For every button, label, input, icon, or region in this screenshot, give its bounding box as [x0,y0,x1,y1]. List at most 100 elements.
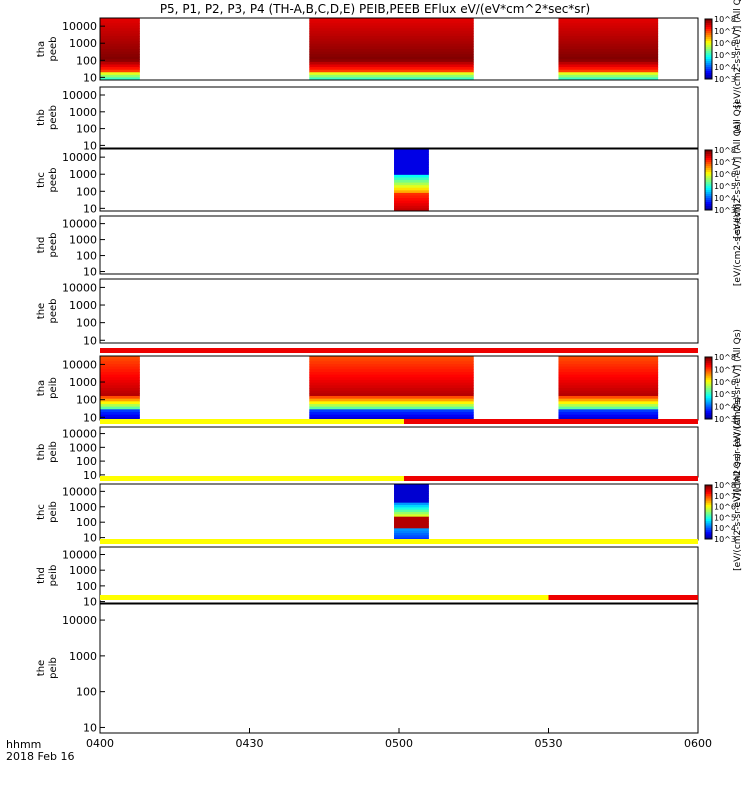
spectrogram-cell-5-1-16 [309,398,474,402]
colorbar-cell-5-13 [705,383,712,387]
colorbar-tick-label-7-2: 10^5 [714,513,736,522]
y-tick-label-5-1: 100 [76,394,97,407]
spectrogram-cell-0-2-22 [558,74,659,78]
y-tick-label-9-1: 100 [76,686,97,699]
panel-label-probe-3: thd [36,237,47,254]
spectrogram-cell-0-2-9 [558,41,659,45]
colorbar-cell-5-6 [705,369,712,372]
colorbar-cell-5-14 [705,385,712,389]
colorbar-cell-5-27 [705,412,712,416]
colorbar-cell-7-2 [705,488,712,491]
spectrogram-cell-5-2-17 [558,401,659,405]
spectrogram-cell-0-1-14 [309,54,474,58]
spectrogram-cell-5-0-4 [100,366,140,370]
colorbar-tick-label-7-0: 10^3 [714,535,736,544]
colorbar-cell-5-0 [705,357,712,360]
spectrogram-cell-2-0-17 [394,192,429,196]
colorbar-cell-0-17 [705,53,712,56]
spectrogram-cell-5-2-19 [558,406,659,410]
colorbar-cell-5-1 [705,359,712,362]
y-tick-label-9-3: 10000 [62,614,97,627]
colorbar-cell-7-18 [705,517,712,520]
colorbar-tick-label-0-2: 10^5 [714,51,736,60]
spectrogram-cell-5-1-22 [309,414,474,418]
panel-frame-2 [99,148,699,212]
spectrogram-cell-5-1-0 [309,356,474,360]
y-tick-label-8-2: 1000 [69,564,97,577]
colorbar-cell-5-4 [705,365,712,368]
colorbar-cell-2-12 [705,174,712,177]
y-tick-label-3-3: 10000 [62,218,97,231]
spectrogram-cell-0-1-3 [309,25,474,29]
colorbar-cell-7-26 [705,531,712,535]
spectrogram-cell-0-1-5 [309,30,474,34]
spectrogram-cell-7-0-6 [394,498,429,501]
quality-bar-segment-5-0 [100,348,698,353]
colorbar-cell-5-16 [705,390,712,393]
y-tick-label-2-0: 10 [83,202,97,215]
spectrogram-cell-5-1-18 [309,404,474,408]
spectrogram-cell-7-0-18 [394,526,429,529]
colorbar-cell-0-22 [705,63,712,66]
y-tick-label-0-3: 10000 [62,20,97,33]
spectrogram-cell-0-2-6 [558,33,659,37]
spectrogram-cell-7-0-15 [394,519,429,522]
x-tick-label-2: 0500 [385,737,413,750]
colorbar-cell-0-20 [705,59,712,62]
spectrogram-cell-0-2-16 [558,59,659,63]
spectrogram-cell-5-0-10 [100,382,140,386]
spectrogram-cell-2-0-0 [394,149,429,153]
colorbar-cell-0-15 [705,49,712,52]
spectrogram-cell-0-0-3 [100,25,140,29]
colorbar-cell-5-26 [705,410,712,414]
spectrogram-cell-0-0-2 [100,23,140,27]
colorbar-cell-0-28 [705,75,712,78]
panel-label-probe-1: thb [36,109,47,126]
spectrogram-cell-0-1-22 [309,74,474,78]
y-tick-label-1-2: 1000 [69,106,97,119]
spectrogram-cell-0-0-4 [100,28,140,32]
y-tick-label-5-3: 10000 [62,358,97,371]
colorbar-cell-2-28 [705,206,712,209]
colorbar-cell-2-9 [705,168,712,171]
spectrogram-cell-0-0-14 [100,54,140,58]
quality-bar-segment-7-0 [100,476,404,481]
spectrogram-cell-0-2-17 [558,61,659,65]
y-tick-label-4-2: 1000 [69,299,97,312]
colorbar-side-text-3: [eV/(cm2-s-sr-eV)] [733,204,743,286]
colorbar-cell-7-1 [705,486,712,490]
spectrogram-cell-7-0-5 [394,495,429,499]
colorbar-cell-7-12 [705,506,712,509]
spectrogram-cell-2-0-7 [394,167,429,171]
spectrogram-cell-5-2-18 [558,404,659,408]
spectrogram-cell-0-0-21 [100,72,140,76]
panel-label-probe-0: tha [36,41,47,57]
spectrogram-cell-5-0-11 [100,385,140,389]
spectrogram-cell-7-0-21 [394,533,429,536]
colorbar-cell-7-5 [705,494,712,497]
colorbar-cell-5-22 [705,402,712,406]
spectrogram-cell-5-2-4 [558,366,659,370]
colorbar-cell-0-8 [705,35,712,38]
colorbar-tick-label-2-0: 10^3 [714,206,736,215]
spectrogram-cell-7-0-16 [394,521,429,525]
colorbar-tick-label-0-5: 10^8 [714,15,736,24]
spectrogram-cell-5-0-20 [100,409,140,413]
quality-bar-segment-9-0 [100,595,549,600]
spectrogram-cell-0-0-22 [100,74,140,78]
spectrogram-cell-5-0-9 [100,380,140,384]
colorbar-cell-7-25 [705,530,712,533]
colorbar-tick-label-7-5: 10^8 [714,481,736,490]
spectrogram-cell-5-1-8 [309,377,474,381]
colorbar-cell-2-19 [705,188,712,191]
spectrogram-cell-5-1-20 [309,409,474,413]
spectrogram-cell-0-2-1 [558,20,659,24]
panel-label-probe-7: thc [36,504,47,520]
spectrogram-cell-0-2-4 [558,28,659,32]
spectrogram-cell-7-0-10 [394,507,429,511]
spectrogram-cell-5-2-12 [558,388,659,392]
spectrogram-cell-7-0-19 [394,528,429,532]
colorbar-cell-2-0 [705,150,712,153]
y-tick-label-7-2: 1000 [69,501,97,514]
spectrogram-cell-5-2-9 [558,380,659,384]
